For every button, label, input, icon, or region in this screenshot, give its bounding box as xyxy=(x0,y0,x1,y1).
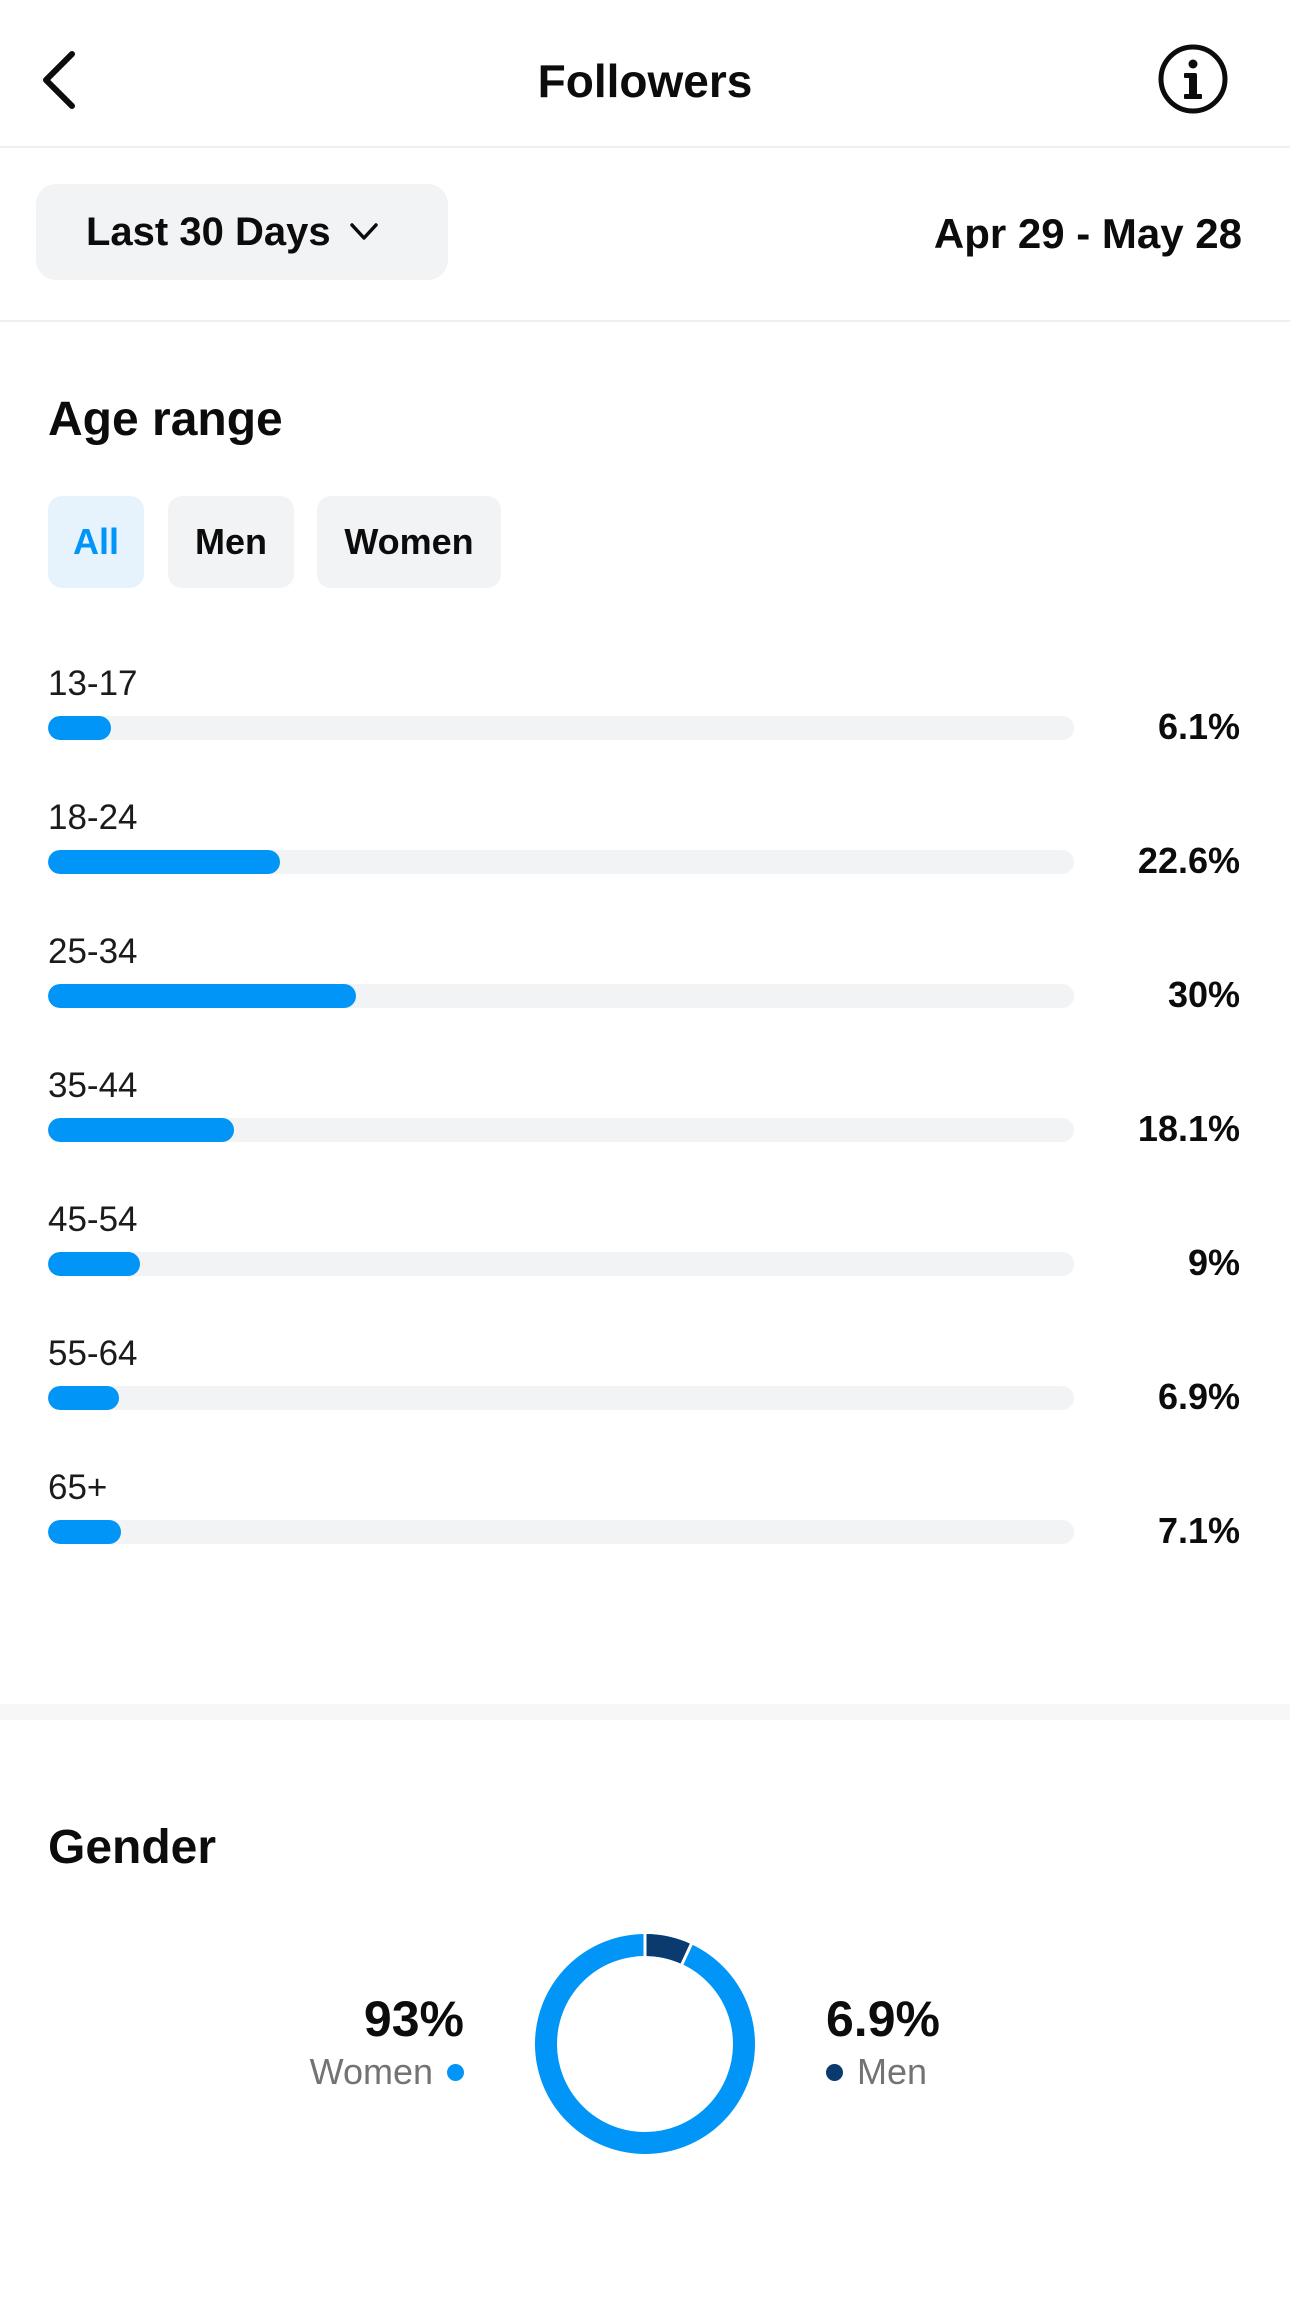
age-label: 45-54 xyxy=(48,1200,138,1239)
back-button[interactable] xyxy=(30,45,90,115)
age-bar-track xyxy=(48,984,1074,1008)
age-bar-track xyxy=(48,1520,1074,1544)
age-row: 18-24 22.6% xyxy=(0,798,1290,932)
age-label: 25-34 xyxy=(48,932,138,971)
tab-women[interactable]: Women xyxy=(317,496,501,588)
donut-slice-women xyxy=(535,1934,755,2154)
age-row: 65+ 7.1% xyxy=(0,1468,1290,1602)
age-percent: 22.6% xyxy=(1137,840,1240,881)
chevron-left-icon xyxy=(43,51,75,109)
age-range-title: Age range xyxy=(48,393,283,446)
age-label: 65+ xyxy=(48,1468,108,1507)
gender-donut-chart xyxy=(535,1933,755,2154)
tab-men[interactable]: Men xyxy=(168,496,294,588)
age-row: 35-44 18.1% xyxy=(0,1066,1290,1200)
tab-all-label: All xyxy=(72,521,119,562)
date-range-text: Apr 29 - May 28 xyxy=(933,210,1242,257)
tab-women-label: Women xyxy=(344,521,474,562)
info-circle-icon xyxy=(1158,44,1228,114)
age-percent: 18.1% xyxy=(1137,1108,1240,1149)
men-percent: 6.9% xyxy=(826,1991,940,2047)
age-bar-fill xyxy=(48,1520,121,1544)
age-row: 25-34 30% xyxy=(0,932,1290,1066)
age-row: 13-17 6.1% xyxy=(0,664,1290,798)
section-divider xyxy=(0,1704,1290,1720)
women-percent: 93% xyxy=(363,1991,464,2047)
age-bar-fill xyxy=(48,984,356,1008)
top-bar: Followers xyxy=(0,0,1290,148)
age-percent: 6.9% xyxy=(1157,1376,1240,1417)
tab-men-label: Men xyxy=(195,521,267,562)
info-button[interactable] xyxy=(1156,42,1230,116)
gender-men-legend: 6.9% Men xyxy=(826,1992,940,2093)
chevron-down-icon xyxy=(349,223,378,240)
date-range-dropdown[interactable]: Last 30 Days xyxy=(36,184,448,280)
age-percent: 9% xyxy=(1187,1242,1240,1283)
age-percent: 6.1% xyxy=(1157,706,1240,747)
age-label: 55-64 xyxy=(48,1334,138,1373)
donut-slice-men xyxy=(644,1934,692,1965)
gender-title: Gender xyxy=(48,1821,217,1874)
women-label: Women xyxy=(309,2051,433,2092)
men-label: Men xyxy=(857,2051,928,2092)
age-bar-fill xyxy=(48,1118,234,1142)
age-bar-track xyxy=(48,1252,1074,1276)
age-bar-track xyxy=(48,850,1074,874)
age-row: 55-64 6.9% xyxy=(0,1334,1290,1468)
donut-gap xyxy=(680,1942,694,1966)
age-bar-track xyxy=(48,1386,1074,1410)
filter-row: Last 30 Days Apr 29 - May 28 xyxy=(0,148,1290,322)
tab-all[interactable]: All xyxy=(48,496,144,588)
age-label: 13-17 xyxy=(48,664,138,703)
age-bar-fill xyxy=(48,1252,141,1276)
age-percent: 30% xyxy=(1167,974,1240,1015)
age-bar-track xyxy=(48,716,1074,740)
age-label: 18-24 xyxy=(48,798,138,837)
age-bar-fill xyxy=(48,716,111,740)
age-row: 45-54 9% xyxy=(0,1200,1290,1334)
page-title: Followers xyxy=(537,55,753,107)
age-bar-fill xyxy=(48,850,280,874)
women-dot-icon xyxy=(447,2063,464,2081)
age-bar-fill xyxy=(48,1386,119,1410)
age-bar-track xyxy=(48,1118,1074,1142)
age-label: 35-44 xyxy=(48,1066,138,1105)
gender-women-legend: 93% Women xyxy=(310,1992,464,2093)
men-dot-icon xyxy=(826,2063,843,2081)
age-percent: 7.1% xyxy=(1157,1510,1240,1551)
date-range-dropdown-label: Last 30 Days xyxy=(86,209,331,254)
